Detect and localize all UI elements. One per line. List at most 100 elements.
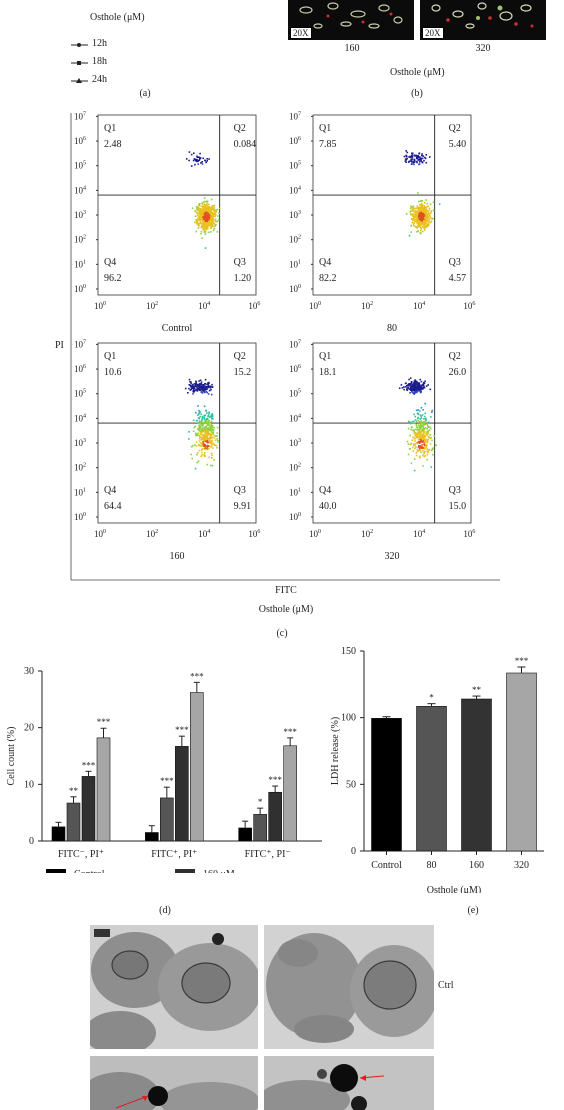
- flow-point: [203, 427, 206, 429]
- flow-point: [213, 443, 215, 446]
- flow-point: [200, 438, 203, 441]
- legend-label: 18h: [92, 56, 107, 67]
- flow-point: [197, 224, 199, 226]
- flow-point: [426, 440, 429, 443]
- flow-point: [424, 402, 426, 405]
- flow-point: [411, 439, 414, 441]
- flow-xlabel: FITC: [275, 585, 297, 596]
- flow-point: [404, 160, 407, 162]
- flow-point: [425, 213, 427, 216]
- flow-point: [210, 420, 213, 423]
- y-tick-exponent: 3: [83, 438, 86, 444]
- flow-point: [203, 445, 206, 447]
- tem-cells: [264, 925, 434, 1049]
- flow-point: [197, 427, 200, 430]
- flow-point: [190, 382, 192, 385]
- flow-plot-frame: [97, 114, 257, 296]
- flow-point: [425, 219, 427, 222]
- flow-point: [414, 215, 416, 217]
- flow-point: [422, 409, 424, 411]
- flow-point: [419, 414, 422, 417]
- flow-point: [205, 390, 208, 393]
- flow-point: [210, 442, 213, 444]
- flow-point: [409, 211, 412, 213]
- flow-point: [198, 210, 201, 212]
- flow-point: [415, 391, 417, 394]
- flow-point: [425, 385, 428, 387]
- flow-point: [420, 221, 422, 223]
- flow-point: [413, 163, 415, 166]
- flow-point: [418, 387, 421, 389]
- flow-point: [432, 453, 434, 456]
- y-tick-label: 105: [289, 389, 301, 399]
- y-tick-exponent: 6: [298, 136, 301, 142]
- flow-point: [206, 463, 209, 466]
- x-tick-label: 106: [248, 529, 260, 539]
- flow-point: [200, 214, 203, 216]
- flow-point: [207, 444, 209, 447]
- flow-point: [196, 206, 199, 208]
- flow-point: [198, 207, 200, 210]
- flow-point: [217, 440, 219, 443]
- x-tick-exponent: 6: [257, 301, 260, 307]
- flow-point: [416, 226, 418, 228]
- flow-point: [194, 389, 197, 391]
- flow-point: [203, 433, 206, 436]
- flow-point: [190, 381, 192, 383]
- flow-point: [197, 215, 200, 218]
- flow-point: [208, 423, 210, 426]
- flow-point: [200, 216, 202, 218]
- flow-ylabel: PI: [55, 340, 64, 351]
- flow-point: [209, 385, 211, 388]
- flow-point: [210, 464, 212, 467]
- y-tick-label: 150: [341, 646, 356, 657]
- flow-point: [415, 216, 417, 219]
- flow-point: [424, 380, 426, 383]
- flow-point: [218, 212, 220, 215]
- significance-mark: **: [69, 786, 79, 796]
- legend-label: 12h: [92, 38, 107, 49]
- flow-point: [423, 382, 426, 385]
- flow-point: [211, 444, 214, 446]
- flow-point: [210, 221, 213, 223]
- flow-point: [204, 434, 207, 437]
- x-tick-label: 102: [146, 529, 158, 539]
- y-tick-label: 102: [289, 463, 301, 473]
- flow-point: [203, 405, 206, 408]
- flow-point: [195, 160, 198, 163]
- flow-point: [409, 160, 412, 162]
- y-tick-exponent: 6: [298, 364, 301, 370]
- flow-point: [426, 202, 429, 205]
- flow-point: [414, 415, 417, 418]
- flow-point: [418, 426, 420, 429]
- flow-point: [413, 218, 416, 220]
- dose-label-160: 160: [344, 43, 360, 54]
- micrograph-320: 20X: [420, 0, 546, 40]
- flow-point: [200, 426, 202, 429]
- panel-e-caption: (e): [467, 905, 479, 916]
- flow-point: [413, 386, 415, 388]
- flow-point: [417, 218, 420, 221]
- flow-point: [197, 432, 200, 435]
- y-tick-label: 105: [74, 389, 86, 399]
- flow-point: [200, 212, 202, 215]
- tem-image-treated-1: [90, 1056, 258, 1110]
- flow-point: [211, 220, 214, 222]
- flow-point: [415, 420, 418, 423]
- flow-point: [216, 447, 218, 449]
- flow-point: [409, 392, 411, 394]
- quadrant-label: Q3: [234, 257, 246, 268]
- y-tick-label: 101: [289, 259, 301, 269]
- flow-point: [207, 207, 209, 209]
- flow-point: [196, 386, 199, 388]
- category-label: FITC⁻, PI⁺: [58, 849, 104, 860]
- flow-point: [198, 216, 201, 219]
- flow-point: [427, 223, 429, 226]
- flow-point: [416, 207, 419, 209]
- x-tick-label: 100: [94, 529, 106, 539]
- flow-point: [427, 451, 430, 454]
- flow-point: [201, 223, 204, 225]
- flow-point: [197, 384, 199, 386]
- flow-point: [211, 383, 213, 386]
